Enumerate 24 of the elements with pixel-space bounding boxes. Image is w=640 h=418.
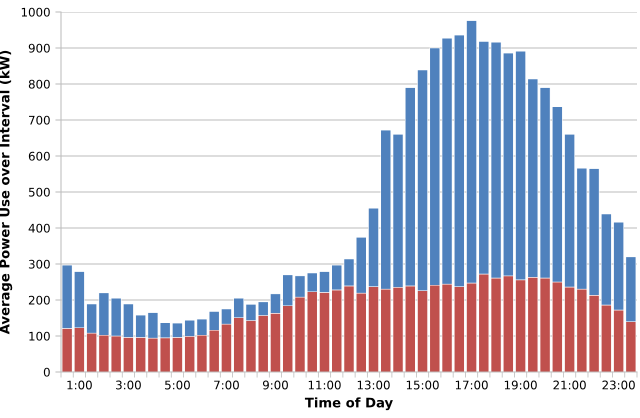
x-tick-label: 15:00 [406,380,439,390]
x-tick-label: 1:00 [67,380,92,390]
x-tick-label: 7:00 [214,380,239,390]
x-tick-label: 9:00 [262,380,288,390]
y-tick-label: 600 [28,152,50,161]
x-tick-label: 17:00 [456,380,488,390]
y-tick-label: 300 [28,260,50,269]
x-tick-label: 23:00 [602,380,635,390]
x-tick-label: 11:00 [308,380,341,390]
x-tick-label: 21:00 [553,380,586,390]
y-tick-label: 100 [29,332,50,341]
y-tick-label: 0 [44,368,50,377]
y-tick-label: 900 [28,44,50,53]
y-tick-label: 800 [28,80,50,89]
x-tick-label: 13:00 [358,380,390,390]
y-tick-label: 700 [29,116,50,125]
y-tick-label: 400 [28,224,50,233]
x-tick-label: 3:00 [116,380,141,390]
y-tick-label: 200 [28,296,50,305]
x-tick-label: 5:00 [165,380,190,390]
x-tick-label: 19:00 [504,380,537,390]
x-axis-title: Time of Day [304,397,393,410]
y-tick-label: 1000 [22,8,50,17]
y-tick-label: 500 [28,188,50,197]
